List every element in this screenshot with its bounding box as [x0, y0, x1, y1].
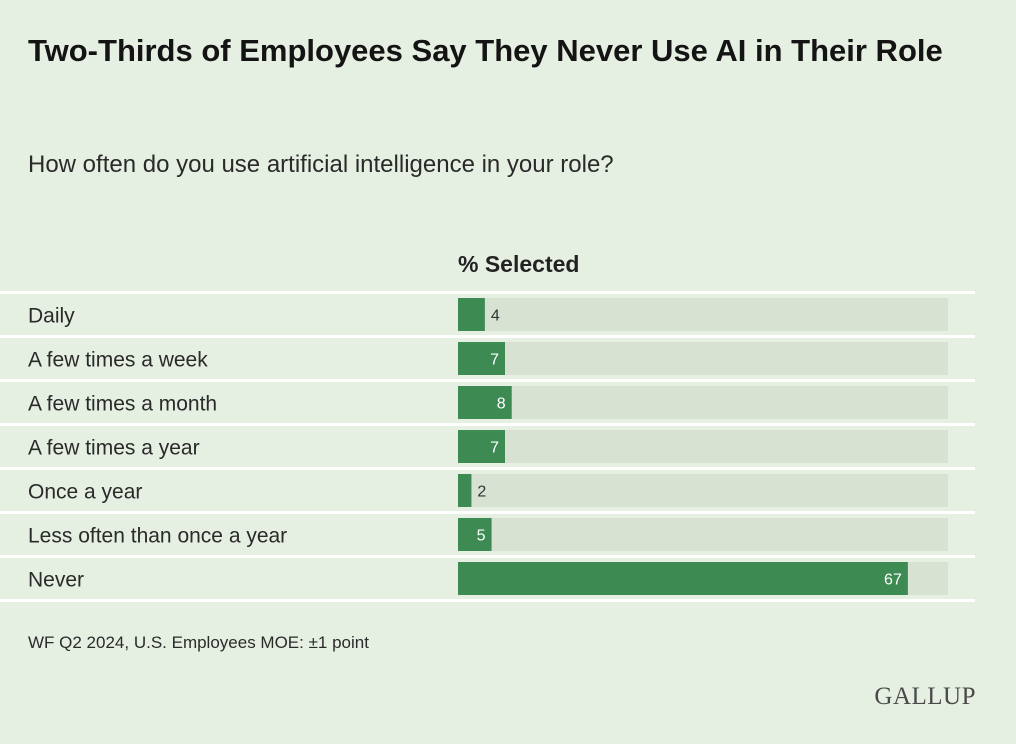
bar — [458, 474, 472, 507]
bar — [458, 562, 908, 595]
category-label: Never — [28, 569, 84, 592]
bar-track — [458, 386, 948, 419]
bar-track — [458, 518, 948, 551]
bar-value-label: 7 — [490, 440, 499, 457]
bar-track — [458, 430, 948, 463]
row-divider — [0, 599, 975, 602]
bar-value-label: 8 — [497, 396, 506, 413]
bar-track — [458, 474, 948, 507]
footnote: WF Q2 2024, U.S. Employees MOE: ±1 point — [28, 633, 369, 652]
column-header: % Selected — [458, 251, 580, 277]
category-label: Once a year — [28, 481, 142, 504]
category-label: A few times a week — [28, 349, 208, 372]
bar-value-label: 4 — [491, 308, 500, 325]
bar — [458, 298, 485, 331]
bar-value-label: 7 — [490, 352, 499, 369]
category-label: A few times a month — [28, 393, 217, 416]
gallup-logo: GALLUP — [874, 683, 976, 710]
row-divider — [0, 423, 975, 426]
bar — [458, 430, 505, 463]
bar-value-label: 5 — [477, 528, 486, 545]
bar-track — [458, 342, 948, 375]
category-label: A few times a year — [28, 437, 200, 460]
bar — [458, 386, 512, 419]
row-divider — [0, 335, 975, 338]
row-divider — [0, 379, 975, 382]
bar-track — [458, 298, 948, 331]
chart-subtitle: How often do you use artificial intellig… — [28, 151, 614, 178]
category-label: Daily — [28, 305, 75, 328]
bar-chart: Daily 4 A few times a week 7 A few times a m… — [0, 291, 975, 602]
bar — [458, 342, 505, 375]
row-divider — [0, 467, 975, 470]
bar-value-label: 67 — [884, 572, 902, 589]
row-divider — [0, 511, 975, 514]
bar-value-label: 2 — [477, 484, 486, 501]
bar — [458, 518, 492, 551]
row-divider — [0, 555, 975, 558]
category-label: Less often than once a year — [28, 525, 287, 548]
chart-title: Two-Thirds of Employees Say They Never U… — [28, 33, 943, 68]
row-divider — [0, 291, 975, 294]
